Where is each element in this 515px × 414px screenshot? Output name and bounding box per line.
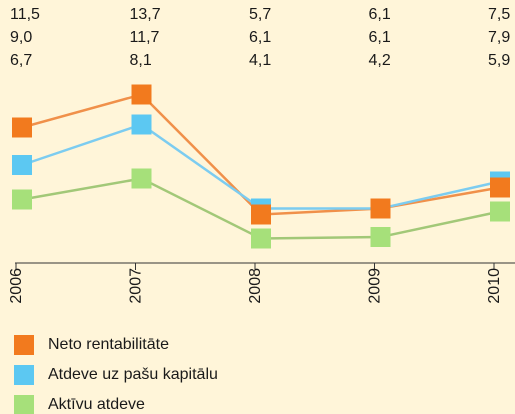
marker xyxy=(490,177,510,198)
value-label: 5,7 xyxy=(249,6,271,23)
value-label: 7,9 xyxy=(488,29,510,46)
marker xyxy=(131,114,152,135)
value-label: 11,7 xyxy=(130,29,160,46)
marker xyxy=(12,189,32,210)
value-label: 5,9 xyxy=(488,52,510,69)
value-label: 7,5 xyxy=(488,6,510,23)
value-label: 11,5 xyxy=(10,6,40,23)
x-tick-label: 2009 xyxy=(367,268,384,304)
value-label: 9,0 xyxy=(10,29,32,46)
x-tick-label: 2010 xyxy=(486,268,503,304)
value-label: 4,2 xyxy=(369,52,391,69)
x-tick-label: 2007 xyxy=(128,268,145,304)
marker xyxy=(490,201,510,222)
marker xyxy=(370,227,391,247)
marker xyxy=(370,198,391,219)
x-tick-label: 2006 xyxy=(8,268,25,304)
value-label: 4,1 xyxy=(249,52,271,69)
value-label: 8,1 xyxy=(130,52,152,69)
value-label: 6,1 xyxy=(369,29,391,46)
marker xyxy=(131,168,152,189)
marker xyxy=(12,155,32,175)
series-line xyxy=(21,123,501,210)
legend-swatch xyxy=(14,335,34,355)
legend-label: Neto rentabilitāte xyxy=(48,336,169,353)
x-tick-label: 2008 xyxy=(247,268,264,304)
legend-label: Aktīvu atdeve xyxy=(48,396,145,413)
marker xyxy=(251,228,271,249)
legend-label: Atdeve uz pašu kapitālu xyxy=(48,366,218,383)
marker xyxy=(131,84,152,105)
value-label: 6,1 xyxy=(369,6,391,23)
value-label: 6,1 xyxy=(249,29,271,46)
marker xyxy=(12,117,32,138)
marker xyxy=(251,204,271,225)
value-label: 6,7 xyxy=(10,52,32,69)
legend-swatch xyxy=(14,365,34,385)
legend-swatch xyxy=(14,395,34,414)
value-label: 13,7 xyxy=(130,6,161,23)
